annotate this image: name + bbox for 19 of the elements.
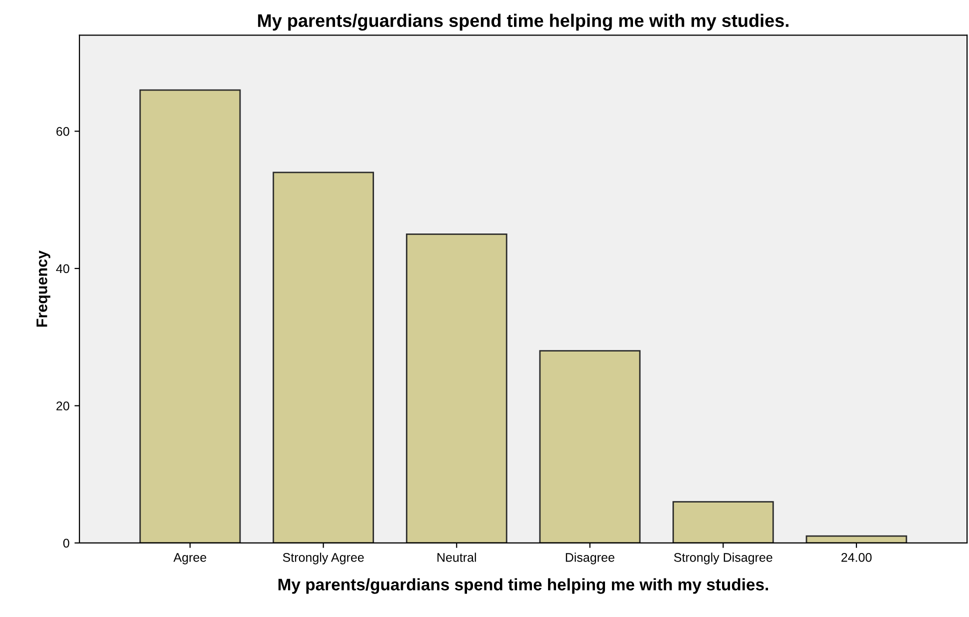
y-tick-label: 0 [63, 538, 70, 548]
y-tick-label: 20 [56, 402, 70, 410]
x-tick-label: Neutral [438, 552, 476, 562]
x-tick-label: Agree [173, 553, 206, 564]
chart-title: My parents/guardians spend time helping me with my studies. [258, 14, 788, 31]
y-tick-label: 40 [56, 264, 70, 274]
x-tick-label: Disagree [566, 552, 614, 564]
bar [406, 233, 508, 543]
x-tick-label: 24.00 [841, 553, 872, 562]
y-tick-label: 60 [56, 127, 70, 136]
y-axis-title: Frequency [36, 250, 50, 327]
bar [806, 535, 908, 543]
bar [272, 172, 374, 543]
bar [539, 350, 641, 543]
x-axis-title: My parents/guardians spend time helping me with my studies. [278, 578, 768, 594]
bar [672, 501, 774, 543]
x-tick-label: Strongly Agree [282, 552, 364, 564]
x-tick-label: Strongly Disagree [674, 552, 772, 564]
bar [139, 89, 241, 543]
